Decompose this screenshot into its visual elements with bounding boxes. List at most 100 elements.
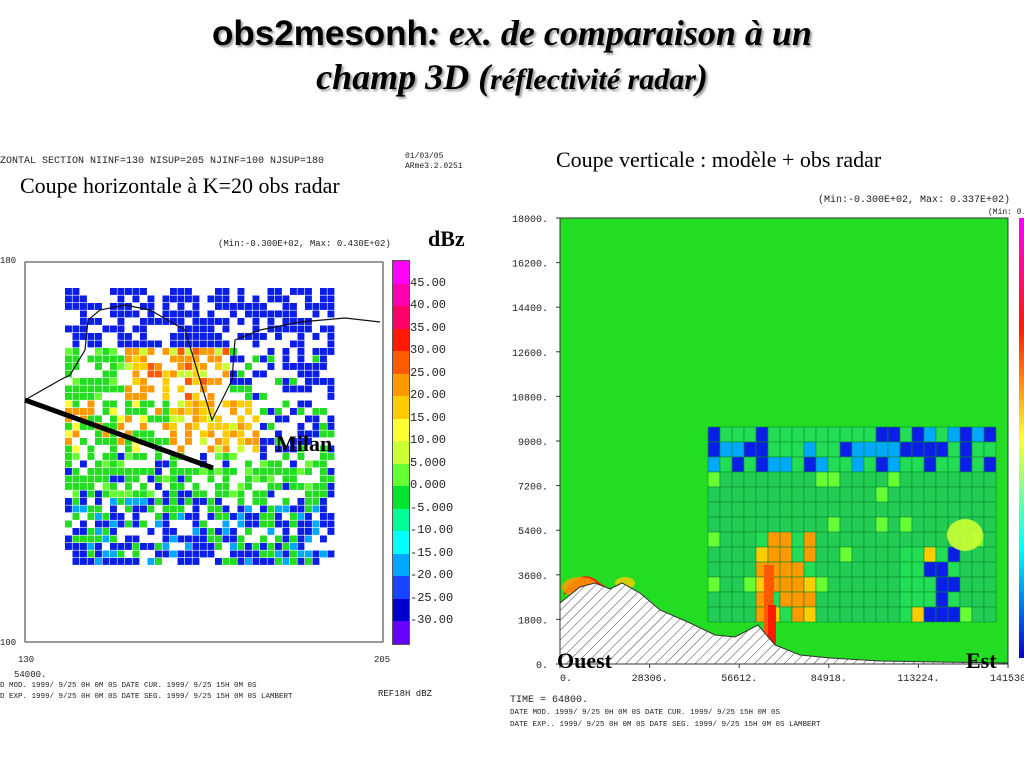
radar-cell [162, 423, 170, 430]
radar-cell [320, 363, 327, 370]
radar-cell [170, 460, 177, 468]
radar-cell [267, 325, 275, 333]
radar-cell [117, 543, 125, 550]
radar-cell [237, 505, 245, 513]
radar-cell [170, 475, 177, 483]
section-cell [839, 471, 853, 488]
radar-cell [162, 535, 170, 543]
x-tick-label: 113224. [897, 674, 939, 685]
radar-cell [207, 498, 215, 505]
colorbar-swatch [393, 553, 409, 577]
radar-cell [140, 498, 147, 505]
radar-cell [147, 490, 155, 498]
radar-cell [230, 400, 237, 408]
section-cell [863, 561, 877, 578]
radar-cell [305, 378, 312, 385]
section-cell [983, 531, 997, 548]
title-program-name: obs2mesonh [212, 14, 428, 53]
radar-cell [87, 558, 95, 565]
city-label-milan: Milan [276, 431, 333, 456]
radar-cell [102, 385, 110, 393]
radar-cell [260, 543, 267, 550]
radar-cell [327, 430, 335, 438]
section-cell [935, 561, 949, 578]
radar-cell [260, 423, 267, 430]
radar-cell [72, 393, 80, 400]
section-cell [875, 471, 889, 488]
radar-cell [87, 333, 95, 340]
title-line1: : ex. de comparaison à un [427, 13, 812, 53]
section-cell [815, 456, 829, 473]
radar-cell [110, 288, 117, 295]
radar-cell [222, 295, 230, 303]
radar-cell [132, 355, 140, 363]
radar-cell [252, 468, 260, 475]
radar-cell [132, 520, 140, 528]
radar-cell [102, 423, 110, 430]
section-cell [815, 546, 829, 563]
radar-cell [200, 535, 207, 543]
radar-cell [95, 430, 102, 438]
section-cell [923, 501, 937, 518]
radar-cell [170, 513, 177, 520]
radar-cell [282, 295, 290, 303]
radar-cell [140, 415, 147, 423]
radar-cell [87, 355, 95, 363]
radar-cell [267, 513, 275, 520]
section-cell [791, 441, 805, 458]
radar-cell [312, 550, 320, 558]
radar-cell [207, 325, 215, 333]
radar-cell [267, 468, 275, 475]
radar-cell [80, 333, 87, 340]
radar-cell [222, 453, 230, 460]
radar-cell [200, 453, 207, 460]
radar-cell [177, 445, 185, 453]
radar-cell [87, 378, 95, 385]
section-cell [887, 516, 901, 533]
section-cell [959, 561, 973, 578]
radar-cell [110, 370, 117, 378]
title-line2b: réflectivité radar [490, 62, 696, 96]
radar-cell [327, 513, 335, 520]
radar-cell [200, 385, 207, 393]
radar-cell [260, 520, 267, 528]
radar-cell [125, 385, 132, 393]
section-cell [923, 516, 937, 533]
radar-cell [282, 415, 290, 423]
section-cell [731, 546, 745, 563]
radar-cell [102, 430, 110, 438]
section-cell [827, 591, 841, 608]
radar-cell [230, 303, 237, 310]
radar-cell [80, 423, 87, 430]
colorbar-tick-label: 15.00 [410, 410, 447, 425]
radar-cell [140, 505, 147, 513]
radar-cell [87, 468, 95, 475]
radar-cell [200, 318, 207, 325]
radar-cell [320, 483, 327, 490]
radar-cell [80, 318, 87, 325]
section-cell [719, 531, 733, 548]
radar-cell [215, 483, 222, 490]
section-cell [827, 471, 841, 488]
radar-cell [140, 378, 147, 385]
section-cell [707, 486, 721, 503]
radar-cell [117, 520, 125, 528]
section-cell [875, 456, 889, 473]
radar-cell [290, 483, 297, 490]
radar-cell [140, 430, 147, 438]
title-line2c: ) [695, 56, 708, 97]
section-cell [875, 426, 889, 443]
radar-cell [267, 318, 275, 325]
section-cell [971, 426, 985, 443]
radar-cell [297, 430, 305, 438]
radar-cell [252, 333, 260, 340]
radar-cell [102, 475, 110, 483]
section-cell [791, 576, 805, 593]
radar-cell [312, 303, 320, 310]
radar-cell [125, 333, 132, 340]
radar-cell [305, 325, 312, 333]
y-tick-label: 14400. [512, 304, 548, 315]
radar-cell [155, 513, 162, 520]
radar-cell [125, 408, 132, 415]
radar-cell [162, 310, 170, 318]
